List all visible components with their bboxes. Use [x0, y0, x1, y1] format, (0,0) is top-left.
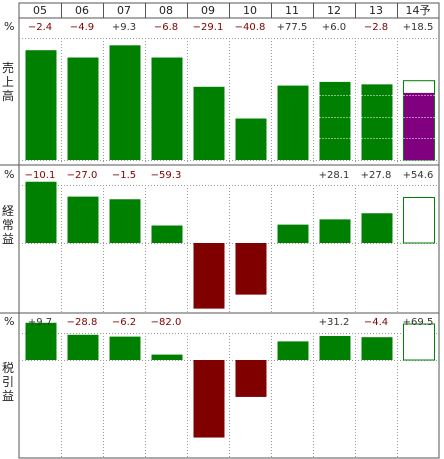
panel-title-char: 益 [2, 389, 14, 403]
change-label: +54.6 [403, 170, 434, 181]
bar [319, 81, 351, 160]
change-label: −27.0 [67, 170, 98, 181]
change-label: +9.7 [28, 317, 52, 328]
bar [67, 196, 99, 243]
change-label: −82.0 [151, 317, 182, 328]
change-label: −59.3 [151, 170, 182, 181]
change-label: −4.4 [364, 317, 388, 328]
change-label: −2.4 [28, 22, 52, 33]
forecast-bar [403, 323, 435, 361]
category-label: 05 [33, 4, 47, 17]
category-label: 06 [75, 4, 89, 17]
bar [235, 360, 267, 397]
bar [235, 243, 267, 295]
bar [109, 199, 141, 243]
bar [67, 57, 99, 160]
panel-title-char: 上 [2, 75, 14, 89]
bar [193, 86, 225, 160]
category-label: 07 [117, 4, 131, 17]
bar [109, 336, 141, 360]
forecast-highlight-bar [404, 92, 434, 160]
bar [151, 225, 183, 243]
panel-title-char: 売 [2, 60, 14, 75]
category-label: 11 [285, 4, 299, 17]
panel-title-char: 常 [2, 218, 14, 232]
change-label: +9.3 [112, 22, 136, 33]
bar [361, 337, 393, 360]
panel-title-char: 経 [2, 204, 14, 218]
bar [193, 360, 225, 438]
change-label: −6.8 [154, 22, 178, 33]
unit-label: % [4, 168, 14, 181]
change-label: +77.5 [277, 22, 308, 33]
category-label: 08 [159, 4, 173, 17]
unit-label: % [4, 315, 14, 328]
panel-title-char: 益 [2, 232, 14, 246]
bar [109, 45, 141, 160]
change-label: −10.1 [25, 170, 56, 181]
change-label: −28.8 [67, 317, 98, 328]
change-label: +31.2 [319, 317, 350, 328]
panel-title-char: 税 [2, 361, 14, 375]
bar [361, 213, 393, 243]
category-label: 14予 [406, 4, 431, 17]
bar [235, 118, 267, 160]
gridlines [19, 38, 439, 459]
category-label: 09 [201, 4, 215, 17]
change-label: −4.9 [70, 22, 94, 33]
category-label: 10 [243, 4, 257, 17]
bar [277, 85, 309, 160]
panel-title-char: 引 [2, 375, 14, 389]
bar [319, 219, 351, 243]
bar [151, 354, 183, 360]
change-label: −2.8 [364, 22, 388, 33]
panel-title-char: 高 [2, 88, 14, 103]
change-label: −40.8 [235, 22, 266, 33]
change-label: +27.8 [361, 170, 392, 181]
change-label: −1.5 [112, 170, 136, 181]
category-label: 12 [327, 4, 341, 17]
change-label: −6.2 [112, 317, 136, 328]
labels: 05 06 07 08 09 10 11 12 13 14予% 売上高 −2.4 −4.9 +9.3 −6.… [2, 4, 433, 403]
bar [67, 334, 99, 360]
bar [25, 181, 57, 243]
change-label: +28.1 [319, 170, 350, 181]
bar [193, 243, 225, 309]
bar [361, 84, 393, 160]
bar [25, 322, 57, 360]
unit-label: % [4, 20, 14, 33]
bar [151, 57, 183, 160]
bar [277, 341, 309, 360]
change-label: +6.0 [322, 22, 346, 33]
bars [25, 45, 435, 438]
change-label: +18.5 [403, 22, 434, 33]
bar [25, 50, 57, 161]
category-label: 13 [369, 4, 383, 17]
bar [277, 224, 309, 243]
change-label: +69.5 [403, 317, 434, 328]
forecast-bar [403, 197, 435, 244]
change-label: −29.1 [193, 22, 224, 33]
bar [319, 336, 351, 360]
